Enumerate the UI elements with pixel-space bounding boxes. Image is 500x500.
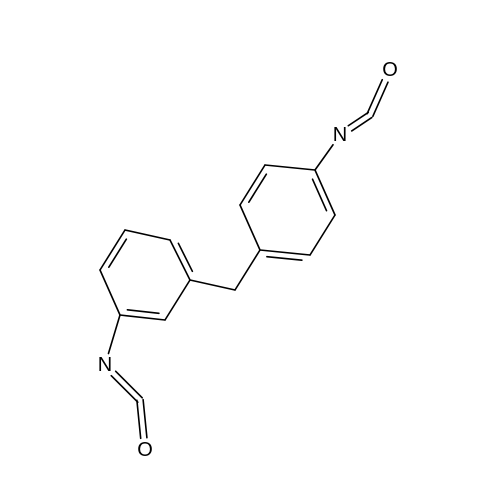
molecule-diagram: O N N O <box>0 0 500 500</box>
bond-line <box>315 145 333 170</box>
bond-line <box>100 270 120 315</box>
bond-line <box>267 257 302 261</box>
bond-line <box>373 82 388 116</box>
atom-label: O <box>382 59 398 81</box>
atom-label: N <box>98 354 112 376</box>
bond-line <box>127 310 158 314</box>
atom-label: N <box>333 124 347 146</box>
bond-line <box>348 112 368 125</box>
bond-line <box>190 280 235 290</box>
bond-line <box>108 315 120 354</box>
bond-line <box>137 400 141 438</box>
bond-line <box>165 280 190 320</box>
bond-line <box>249 174 267 202</box>
bond-line <box>352 118 372 131</box>
bond-line <box>100 230 125 270</box>
bond-line <box>260 250 310 255</box>
bond-line <box>120 315 165 320</box>
bond-line <box>265 165 315 170</box>
atom-label: O <box>137 439 153 461</box>
bond-line <box>313 179 327 211</box>
bond-line <box>235 250 260 290</box>
bond-line <box>310 215 335 255</box>
bond-line <box>143 400 147 438</box>
bond-line <box>109 239 127 267</box>
bond-line <box>178 243 192 271</box>
bond-line <box>240 205 260 250</box>
bond-line <box>125 230 170 240</box>
bond-line <box>367 80 382 114</box>
bond-line <box>240 165 265 205</box>
